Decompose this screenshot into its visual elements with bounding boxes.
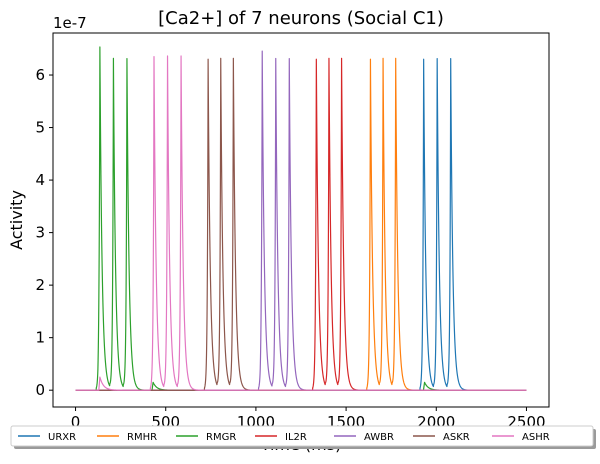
x-tick-label: 0 bbox=[71, 413, 81, 431]
y-axis-ticks: 0 1 2 3 4 5 6 bbox=[35, 66, 53, 399]
legend: URXR RMHR RMGR IL2R AWBR ASKR ASHR bbox=[10, 425, 596, 449]
plot-frame bbox=[52, 32, 550, 408]
legend-label-awbr: AWBR bbox=[364, 432, 394, 443]
legend-label-il2r: IL2R bbox=[285, 432, 307, 443]
legend-label-urxr: URXR bbox=[48, 432, 76, 443]
legend-box bbox=[10, 425, 594, 447]
y-tick-label: 5 bbox=[35, 119, 45, 137]
legend-label-ashr: ASHR bbox=[522, 432, 550, 443]
legend-label-rmgr: RMGR bbox=[206, 432, 236, 443]
y-axis-label: Activity bbox=[7, 190, 26, 250]
series-layer bbox=[75, 46, 527, 391]
y-offset-label: 1e-7 bbox=[53, 14, 87, 32]
y-tick-label: 0 bbox=[35, 381, 45, 399]
chart-title: [Ca2+] of 7 neurons (Social C1) bbox=[158, 8, 444, 29]
legend-label-rmhr: RMHR bbox=[127, 432, 157, 443]
series-line-ashr bbox=[75, 55, 527, 391]
y-tick-label: 6 bbox=[35, 66, 45, 84]
plot-area-background bbox=[53, 33, 549, 407]
y-tick-label: 2 bbox=[35, 276, 45, 294]
y-tick-label: 3 bbox=[35, 224, 45, 242]
y-tick-label: 1 bbox=[35, 329, 45, 347]
legend-items: URXR RMHR RMGR IL2R AWBR ASKR ASHR bbox=[18, 432, 550, 443]
y-tick-label: 4 bbox=[35, 171, 45, 189]
legend-label-askr: ASKR bbox=[443, 432, 470, 443]
